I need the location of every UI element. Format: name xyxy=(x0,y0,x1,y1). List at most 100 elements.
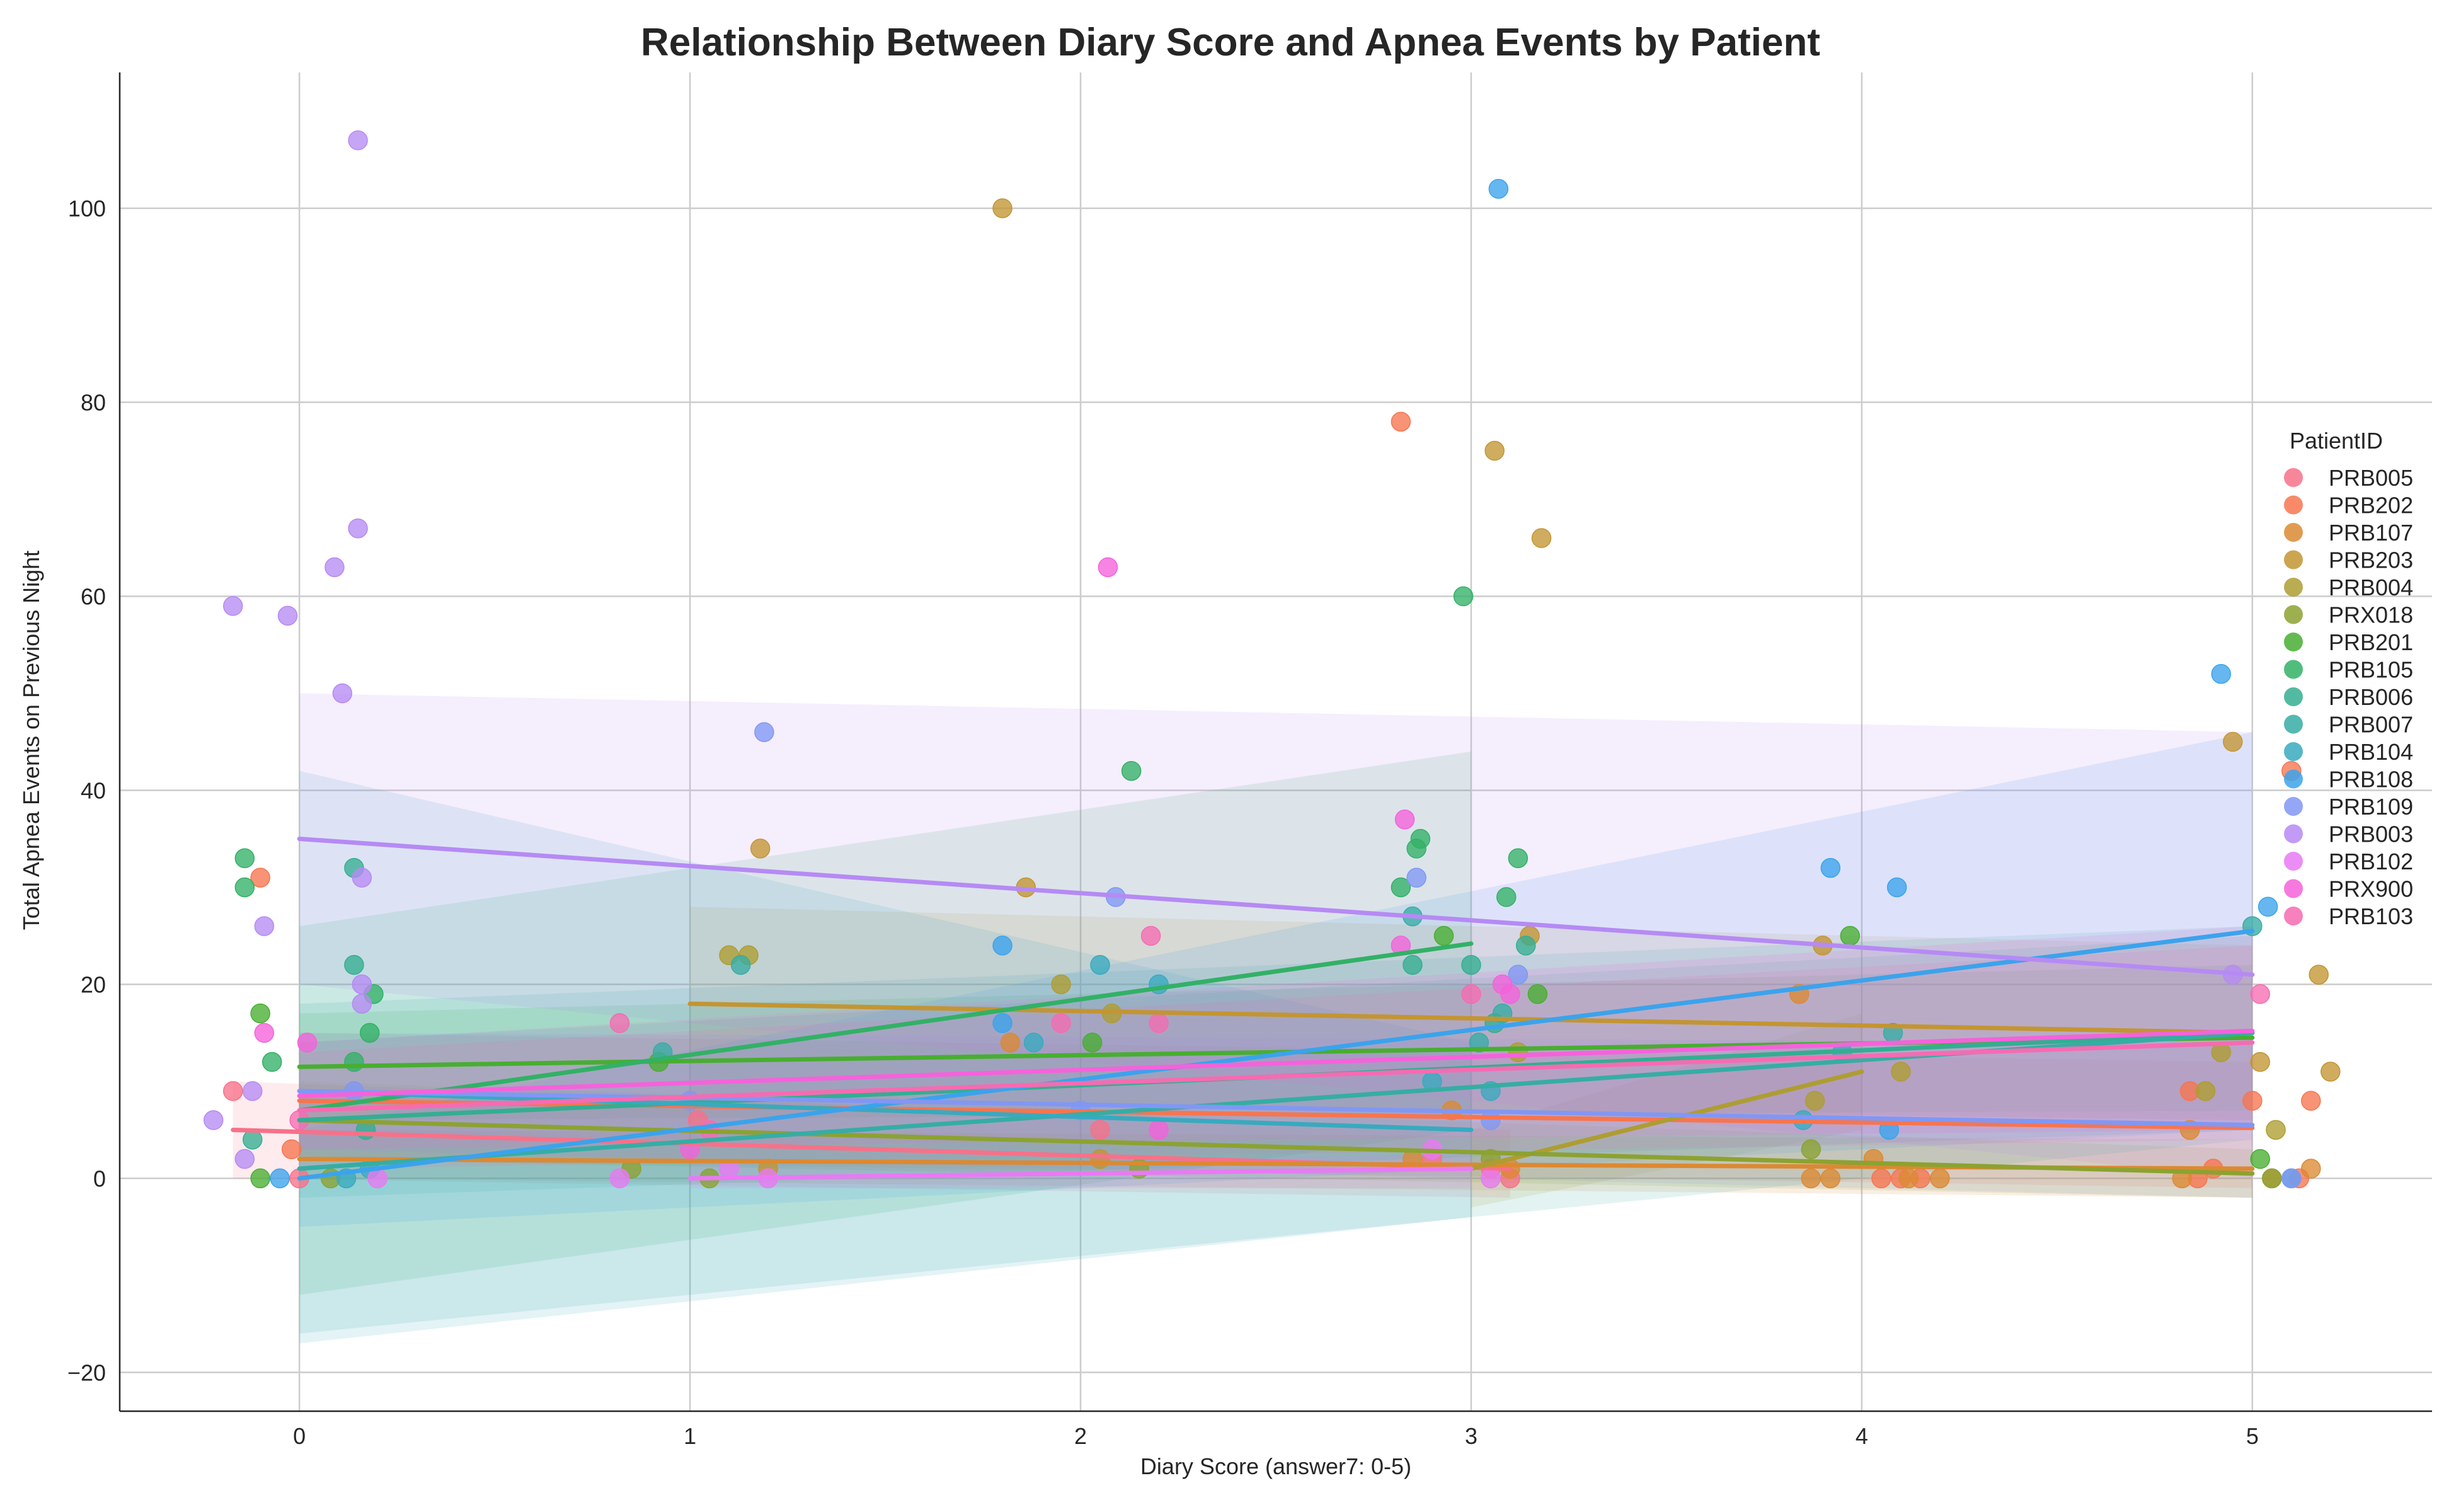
data-point xyxy=(2257,896,2278,917)
data-point xyxy=(2320,1062,2341,1082)
legend-label: PRB003 xyxy=(2329,822,2413,847)
data-point xyxy=(750,839,771,859)
confidence-band xyxy=(299,1081,2252,1198)
legend-label: PRB004 xyxy=(2329,575,2413,600)
data-point xyxy=(348,518,368,539)
data-point xyxy=(262,1051,282,1072)
y-tick-label: 0 xyxy=(93,1166,106,1191)
data-point xyxy=(1840,925,1861,946)
legend-label: PRX900 xyxy=(2329,876,2413,902)
data-point xyxy=(609,1013,630,1033)
legend: PatientID PRB005PRB202PRB107PRB203PRB004… xyxy=(2284,428,2413,929)
grid xyxy=(120,72,2432,1411)
data-point xyxy=(250,1168,270,1189)
data-point xyxy=(754,722,774,742)
data-point xyxy=(243,1130,263,1150)
data-point xyxy=(2309,965,2329,985)
legend-marker xyxy=(2284,824,2303,844)
legend-label: PRB006 xyxy=(2329,684,2413,710)
legend-marker xyxy=(2284,769,2303,789)
legend-marker xyxy=(2284,797,2303,816)
data-point xyxy=(1433,925,1454,946)
data-point xyxy=(2281,1168,2302,1189)
regression-line xyxy=(297,1028,2255,1099)
data-point xyxy=(1820,857,1841,878)
data-point xyxy=(297,1033,318,1053)
data-point xyxy=(1461,954,1481,975)
legend-marker xyxy=(2284,578,2303,597)
y-tick-label: 40 xyxy=(81,777,106,803)
data-point xyxy=(1461,984,1481,1004)
regression-line xyxy=(687,1166,1474,1181)
data-point xyxy=(1804,1091,1825,1111)
legend-marker xyxy=(2284,852,2303,871)
chart-title: Relationship Between Diary Score and Apn… xyxy=(641,21,1820,64)
regression-lines xyxy=(231,836,2255,1181)
data-point xyxy=(360,1022,380,1043)
data-point xyxy=(1090,954,1110,975)
data-point xyxy=(1406,839,1426,859)
x-tick-label: 0 xyxy=(293,1423,306,1449)
legend-marker xyxy=(2284,687,2303,706)
data-point xyxy=(2250,984,2270,1004)
data-point xyxy=(1453,586,1474,607)
data-point xyxy=(1801,1139,1821,1159)
data-point xyxy=(234,877,255,898)
data-point xyxy=(1000,1033,1021,1053)
data-point xyxy=(2301,1091,2321,1111)
confidence-band xyxy=(299,1033,2252,1188)
data-point xyxy=(992,1013,1013,1033)
data-point xyxy=(1871,1168,1891,1189)
x-axis-label: Diary Score (answer7: 0-5) xyxy=(1140,1453,1411,1479)
confidence-band xyxy=(690,907,2252,1121)
legend-label: PRB109 xyxy=(2329,794,2413,820)
confidence-band xyxy=(299,732,2252,1227)
data-point xyxy=(730,954,751,975)
data-point xyxy=(1886,877,1907,898)
data-point xyxy=(234,1148,255,1169)
data-point xyxy=(1930,1168,1950,1189)
data-point xyxy=(234,848,255,869)
regression-line xyxy=(297,941,1474,1113)
data-point xyxy=(1820,1168,1841,1189)
data-point xyxy=(1090,1148,1110,1169)
confidence-band xyxy=(299,945,2252,1169)
data-point xyxy=(1391,877,1411,898)
legend-title: PatientID xyxy=(2290,428,2383,454)
data-point xyxy=(2242,1091,2263,1111)
data-point xyxy=(1140,925,1161,946)
data-point xyxy=(1149,1013,1169,1033)
data-point xyxy=(270,1168,290,1189)
data-point xyxy=(1508,965,1529,985)
regression-line xyxy=(297,1118,2255,1176)
legend-marker xyxy=(2284,879,2303,898)
data-point xyxy=(1051,1013,1071,1033)
data-point xyxy=(277,605,298,626)
data-point xyxy=(1051,974,1071,995)
legend-label: PRB202 xyxy=(2329,493,2413,518)
legend-marker xyxy=(2284,468,2303,487)
legend-label: PRB005 xyxy=(2329,465,2413,491)
data-point xyxy=(992,936,1013,956)
data-point xyxy=(2301,1159,2321,1179)
data-point xyxy=(204,1110,224,1130)
data-point xyxy=(1531,528,1552,548)
data-point xyxy=(1082,1033,1103,1053)
data-point xyxy=(332,683,353,704)
confidence-bands xyxy=(232,693,2252,1344)
legend-label: PRB007 xyxy=(2329,712,2413,738)
data-point xyxy=(1391,411,1411,432)
data-point xyxy=(609,1168,630,1189)
data-point xyxy=(1484,440,1505,461)
data-point xyxy=(254,916,275,936)
data-point xyxy=(1508,1042,1529,1063)
y-tick-label: 100 xyxy=(68,196,106,222)
legend-label: PRB102 xyxy=(2329,849,2413,874)
legend-marker xyxy=(2284,523,2303,542)
data-point xyxy=(1488,179,1509,199)
legend-label: PRX018 xyxy=(2329,602,2413,628)
legend-label: PRB203 xyxy=(2329,547,2413,573)
legend-marker xyxy=(2284,714,2303,734)
data-point xyxy=(2195,1081,2216,1101)
